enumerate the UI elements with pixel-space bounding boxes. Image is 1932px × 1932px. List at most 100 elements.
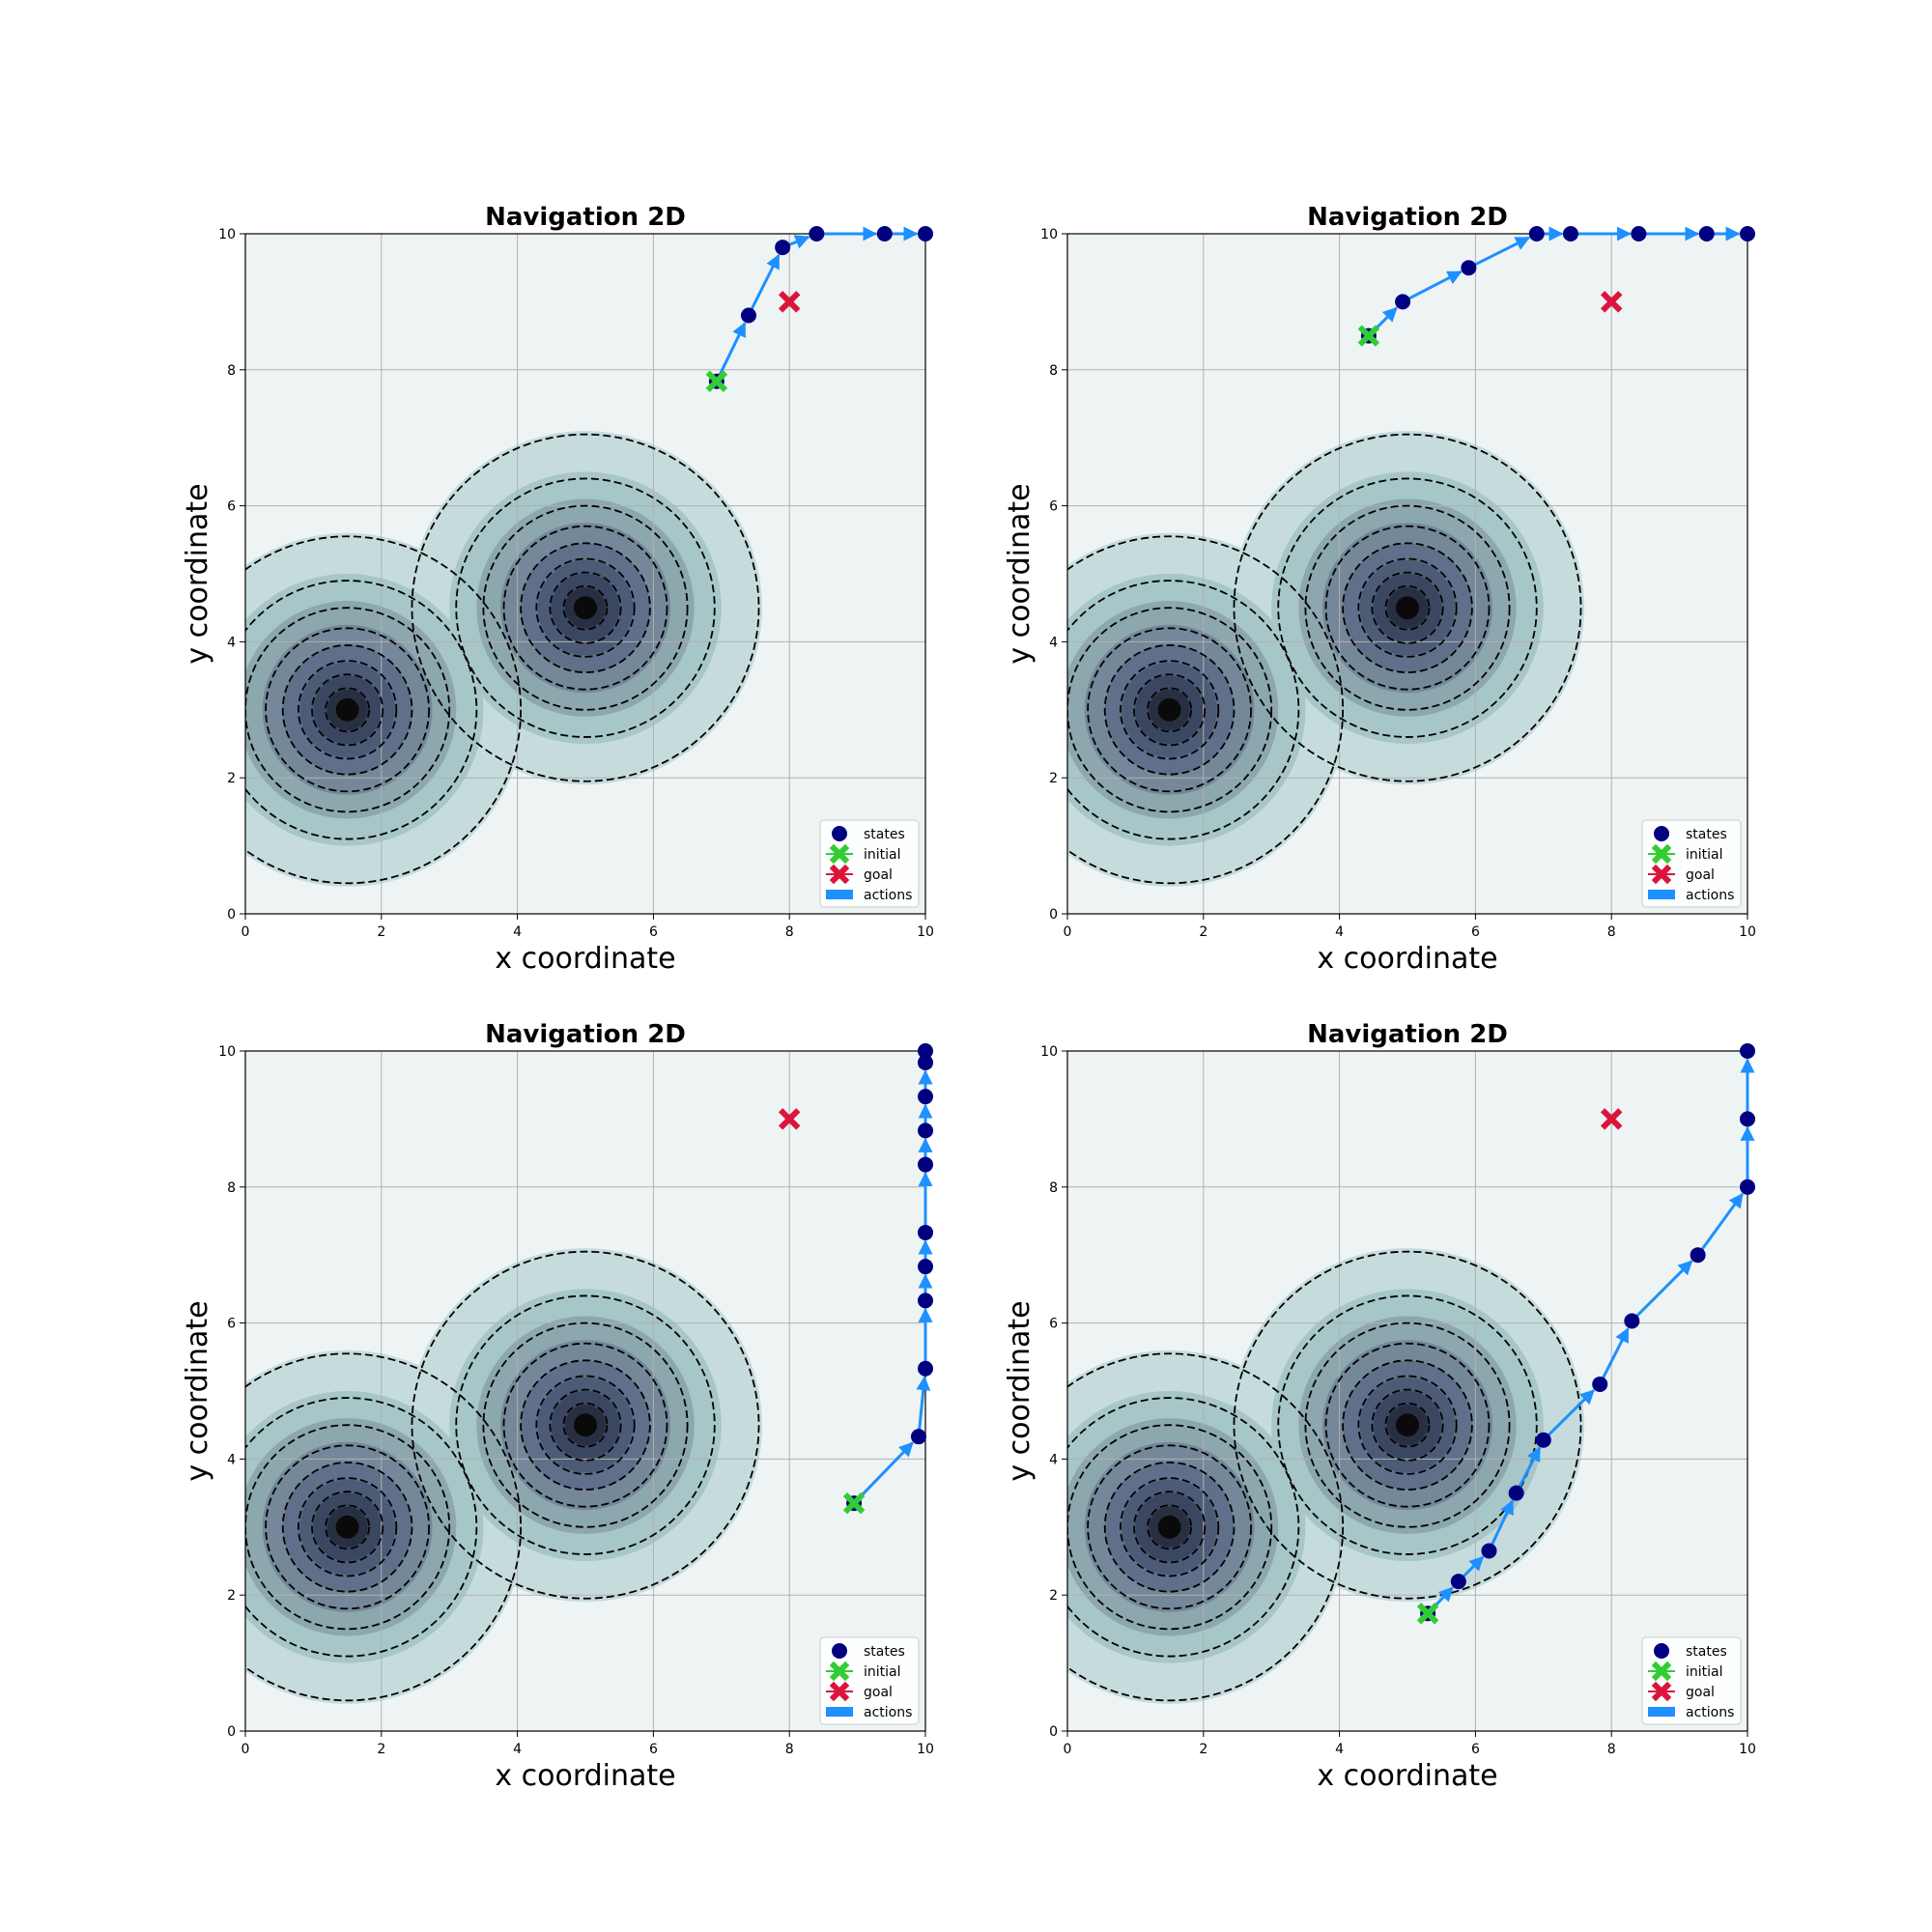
legend-states-icon — [832, 826, 847, 841]
legend-initial-icon — [1651, 843, 1672, 865]
contour-circle — [265, 627, 430, 793]
contour-circle — [411, 433, 760, 782]
x-tick-label: 2 — [1199, 924, 1208, 940]
action-arrow — [747, 253, 781, 317]
x-axis-label: x coordinate — [495, 942, 675, 976]
contour-circle — [1342, 542, 1473, 673]
obstacle-center — [1157, 1515, 1181, 1539]
contour-circle — [562, 1402, 609, 1448]
obstacle-density — [245, 431, 763, 887]
action-arrow — [1515, 1446, 1542, 1494]
legend-actions-icon — [826, 1707, 853, 1717]
x-tick-label: 6 — [1471, 924, 1480, 940]
goal-marker — [778, 1108, 801, 1130]
action-arrow — [1696, 1192, 1744, 1257]
legend-label: actions — [1686, 1705, 1734, 1720]
contour-circle — [1384, 584, 1431, 631]
goal-marker — [1600, 291, 1623, 313]
contour-circle — [535, 557, 636, 658]
legend-initial-icon — [829, 1661, 850, 1682]
contour-circle — [520, 542, 651, 673]
obstacle-center — [574, 596, 597, 620]
chart-title: Navigation 2D — [485, 1020, 686, 1049]
state-point — [918, 1043, 933, 1059]
x-tick-label: 0 — [1064, 924, 1072, 940]
contour-circle — [1357, 1375, 1458, 1475]
legend-states-icon — [1654, 1643, 1669, 1659]
contour-circle — [1120, 660, 1220, 760]
y-tick-label: 6 — [1049, 1317, 1058, 1332]
state-point — [1631, 226, 1647, 242]
contour-circle — [1357, 557, 1458, 658]
contour-circle — [1324, 525, 1491, 691]
panel-4 — [1066, 1050, 1748, 1732]
contour-circle — [502, 525, 668, 691]
contour-circle — [455, 1294, 716, 1555]
panel-2 — [1066, 233, 1748, 915]
state-point — [1698, 226, 1715, 242]
state-point — [1461, 260, 1477, 276]
obstacle-center — [1157, 697, 1181, 722]
contour-circle — [1342, 1359, 1473, 1491]
legend: states initial goal actions — [1641, 819, 1742, 908]
state-point — [918, 1360, 933, 1377]
contour-circle — [1067, 1397, 1300, 1658]
state-point — [1508, 1485, 1524, 1501]
initial-marker — [1357, 325, 1380, 347]
contour-circle — [281, 644, 413, 776]
x-tick-label: 0 — [1064, 1742, 1072, 1757]
legend-label: initial — [864, 847, 901, 863]
contour-circle — [1087, 1444, 1252, 1610]
contour-circle — [265, 1444, 430, 1610]
state-point — [1481, 1543, 1497, 1559]
state-point — [910, 1429, 926, 1445]
y-tick-label: 6 — [227, 1317, 236, 1332]
x-tick-label: 10 — [917, 924, 934, 940]
x-tick-label: 4 — [1335, 1742, 1344, 1757]
legend-initial-icon — [1651, 1661, 1672, 1682]
obstacle-center — [574, 1413, 597, 1437]
legend-label: goal — [864, 867, 893, 883]
legend-actions-icon — [826, 890, 853, 899]
x-tick-label: 8 — [1607, 924, 1616, 940]
x-tick-label: 8 — [785, 1742, 794, 1757]
contour-circle — [245, 1424, 451, 1631]
legend: states initial goal actions — [1641, 1636, 1742, 1725]
action-arrow — [1467, 236, 1531, 270]
legend-actions-icon — [1648, 1707, 1675, 1717]
x-tick-label: 10 — [1739, 1742, 1756, 1757]
y-tick-label: 2 — [227, 1588, 236, 1604]
action-arrow — [1488, 1499, 1515, 1552]
x-tick-label: 6 — [649, 1742, 658, 1757]
action-arrow — [1402, 270, 1463, 303]
x-tick-label: 4 — [513, 924, 522, 940]
contour-circle — [245, 607, 451, 813]
x-tick-label: 10 — [1739, 924, 1756, 940]
y-tick-label: 0 — [1049, 1724, 1058, 1740]
state-point — [1624, 1313, 1640, 1329]
legend-actions-icon — [1648, 890, 1675, 899]
contour-circle — [311, 1491, 384, 1564]
y-tick-label: 8 — [227, 1180, 236, 1196]
y-tick-label: 10 — [218, 1044, 236, 1060]
ticks: 0 2 4 6 8 10 0 2 4 6 8 10 — [1040, 227, 1756, 940]
obstacle-contours — [1067, 433, 1582, 885]
action-arrow — [715, 322, 747, 383]
legend-label: goal — [1686, 1685, 1715, 1700]
contour-circle — [245, 1352, 522, 1702]
contour-circle — [520, 1359, 651, 1491]
chart-title: Navigation 2D — [1307, 1020, 1508, 1049]
contour-circle — [1147, 1504, 1193, 1550]
y-tick-label: 8 — [227, 363, 236, 379]
state-point — [918, 1089, 933, 1105]
y-tick-label: 4 — [227, 1452, 236, 1467]
state-point — [1450, 1574, 1466, 1590]
obstacle-contours — [245, 1250, 760, 1702]
obstacle-center — [1396, 596, 1419, 620]
contour-circle — [502, 1342, 668, 1508]
legend-label: states — [1686, 827, 1727, 842]
axes-frame — [1066, 233, 1748, 915]
contour-circle — [1233, 1250, 1582, 1600]
legend-goal-icon — [1651, 864, 1672, 885]
